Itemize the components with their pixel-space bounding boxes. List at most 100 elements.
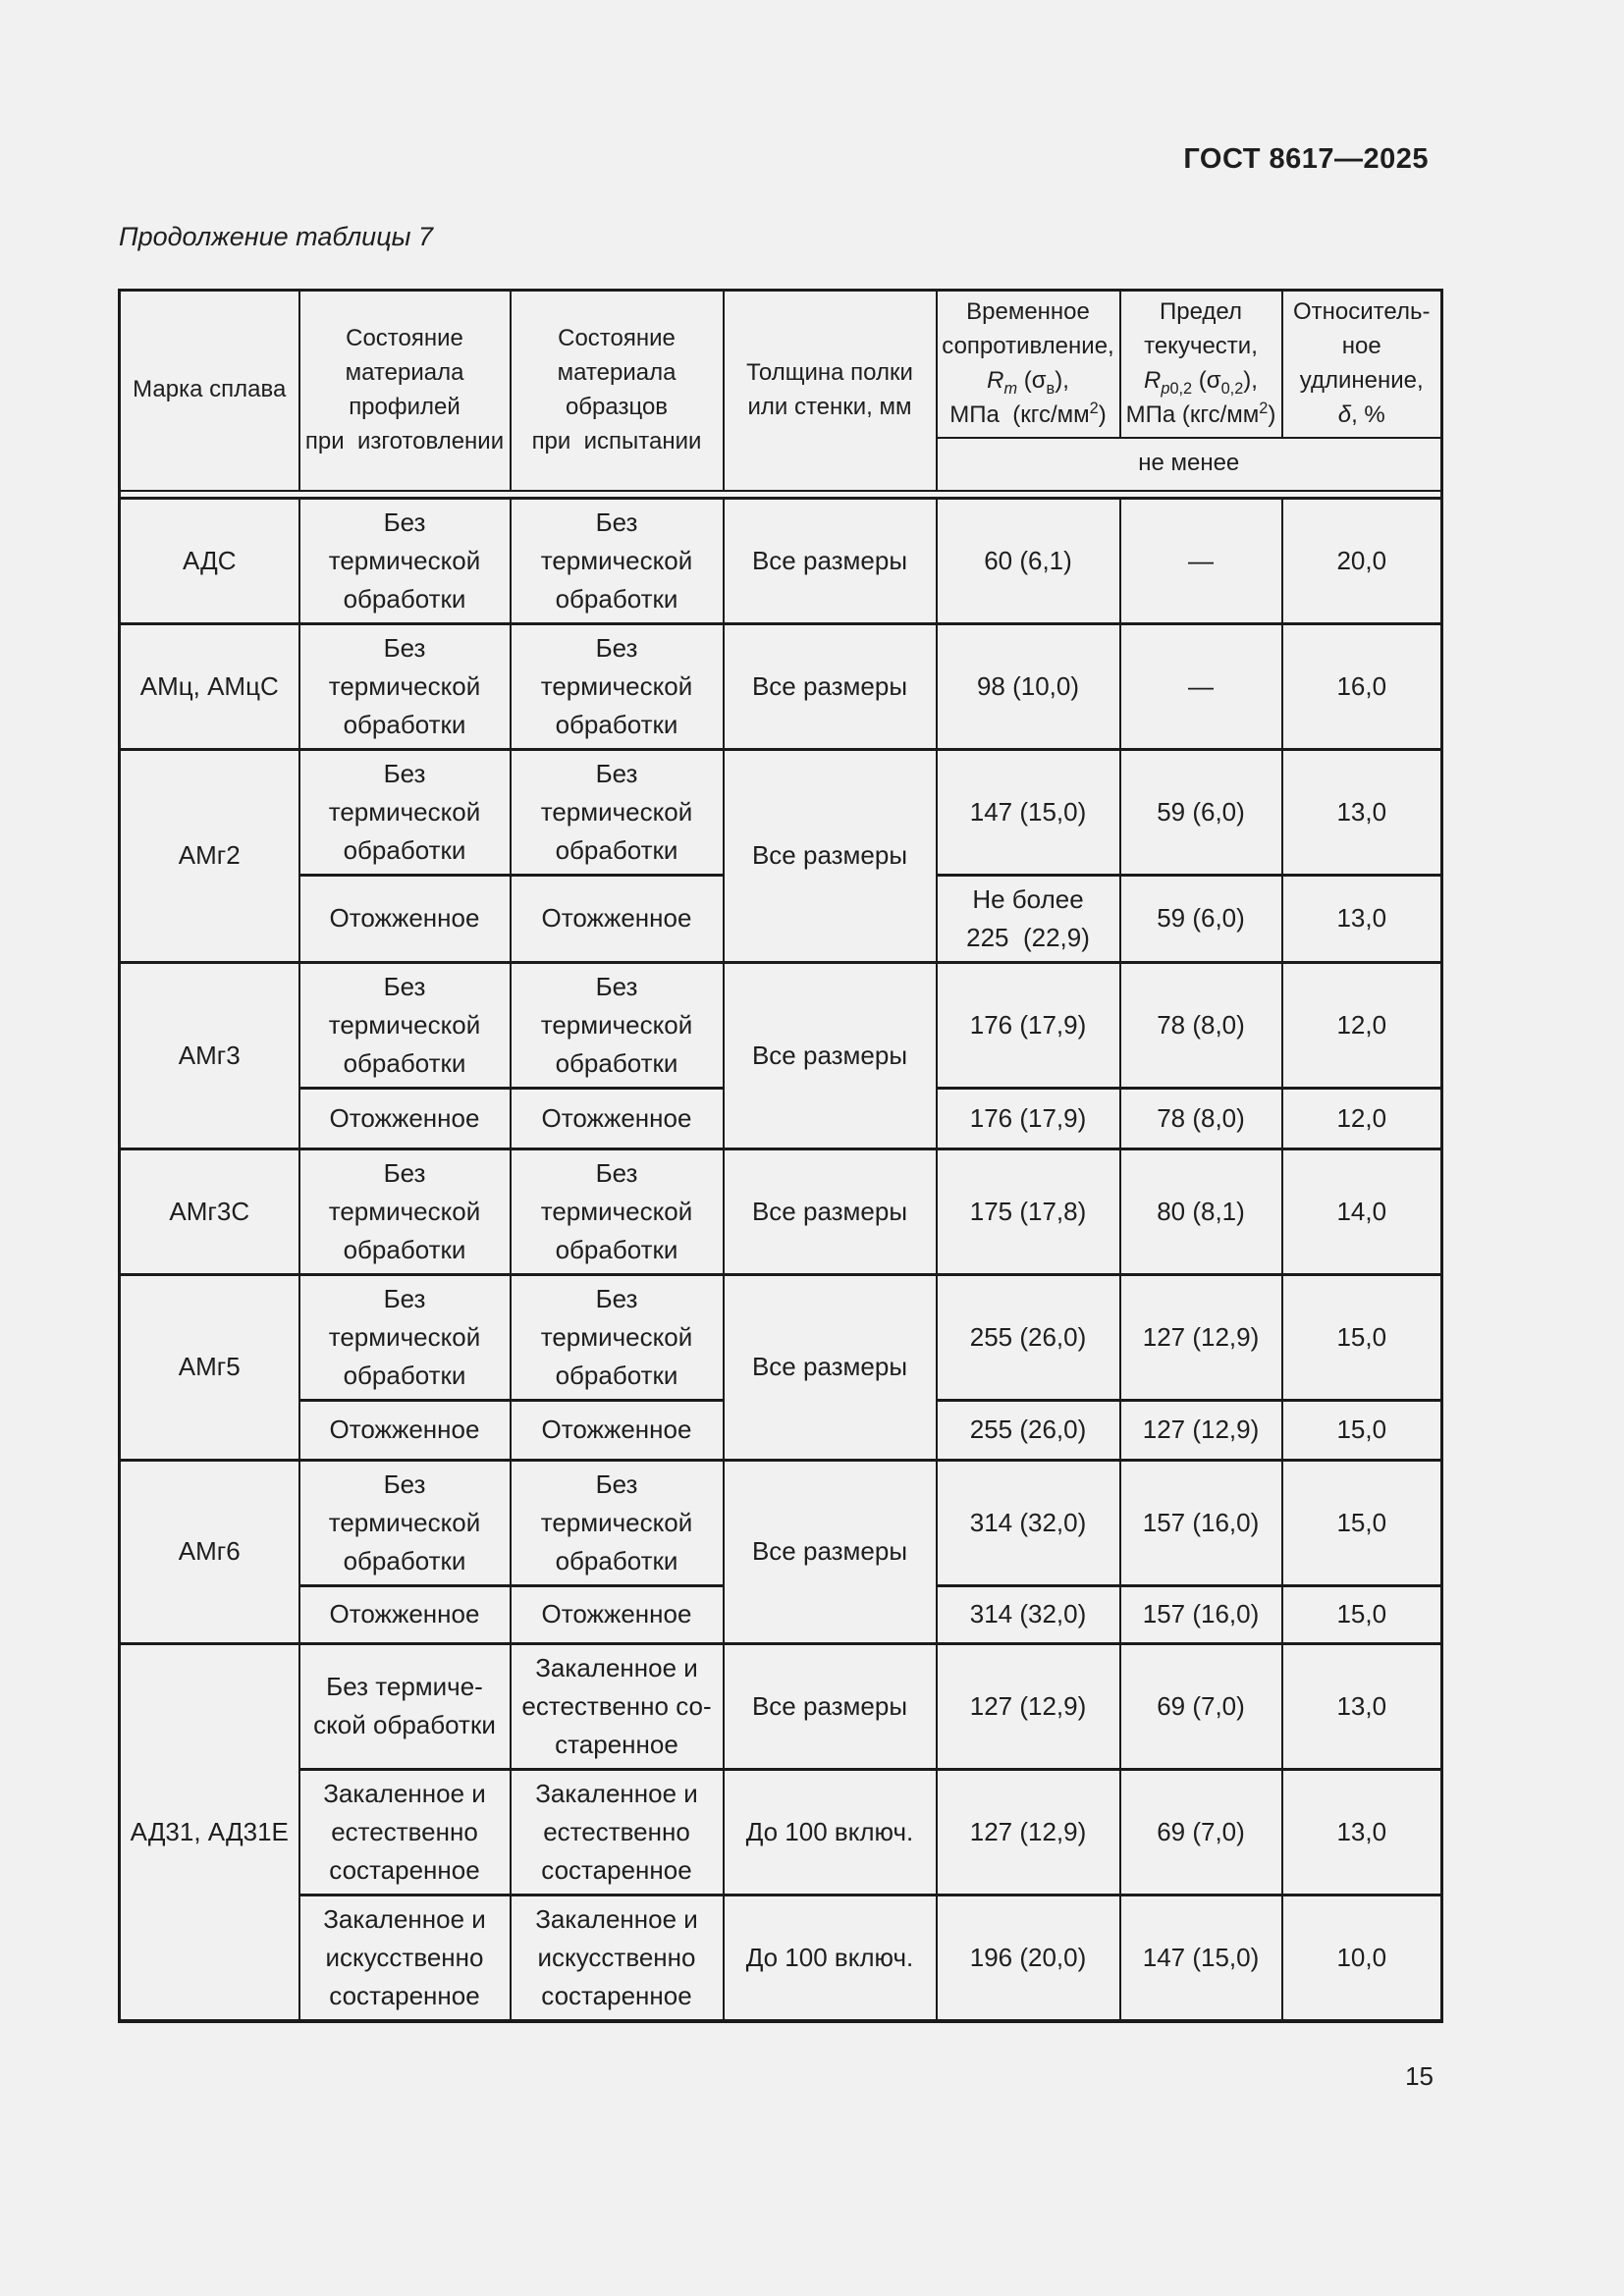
table-row: АД31, АД31Е Без термиче-ской обработки З… — [118, 1641, 1443, 2022]
cell-profile-state: Отожженное — [298, 873, 512, 964]
table-row: АДС Без термической обработки Без термическ… — [118, 496, 1443, 625]
cell-sample-state: Отожженное — [509, 1583, 725, 1645]
cell-alloy-grade: АМг3 — [118, 960, 300, 1150]
cell-alloy-grade: АМг3С — [118, 1147, 300, 1276]
cell-elongation: 15,0 — [1280, 1458, 1443, 1587]
cell-sample-state: Отожженное — [509, 1398, 725, 1462]
page-number: 15 — [1405, 2061, 1434, 2091]
header-profile-state: Состояние материала профилей при изготовлен… — [298, 289, 512, 492]
header-tensile-strength: Временное сопротивление, Rm (σв), МПа (кгс/… — [935, 289, 1121, 439]
cell-tensile: 314 (32,0) — [935, 1583, 1121, 1645]
cell-yield: — — [1118, 496, 1283, 625]
cell-yield: 147 (15,0) — [1118, 1893, 1283, 2022]
cell-elongation: 12,0 — [1280, 1086, 1443, 1150]
cell-thickness: Все размеры — [722, 1458, 938, 1645]
cell-profile-state: Без термической обработки — [298, 1272, 512, 1402]
cell-elongation: 16,0 — [1280, 621, 1443, 751]
cell-thickness: Все размеры — [722, 1641, 938, 1771]
cell-tensile: 176 (17,9) — [935, 1086, 1121, 1150]
cell-tensile: 127 (12,9) — [935, 1641, 1121, 1771]
cell-thickness: Все размеры — [722, 496, 938, 625]
cell-yield: 157 (16,0) — [1118, 1583, 1283, 1645]
table-row: АМг3С Без термической обработки Без термиче… — [118, 1147, 1443, 1276]
cell-profile-state: Без термической обработки — [298, 960, 512, 1090]
cell-tensile: 255 (26,0) — [935, 1398, 1121, 1462]
cell-tensile: 255 (26,0) — [935, 1272, 1121, 1402]
table-row: Закаленное и искусственно состаренное Зака… — [120, 1893, 1443, 2022]
cell-sample-state: Отожженное — [509, 1086, 725, 1150]
cell-profile-state: Без термической обработки — [298, 747, 512, 877]
cell-elongation: 12,0 — [1280, 960, 1443, 1090]
cell-thickness: Все размеры — [722, 621, 938, 751]
header-sample-state: Состояние материала образцов при испытании — [509, 289, 725, 492]
cell-elongation: 13,0 — [1280, 1767, 1443, 1896]
properties-table: Марка сплава Состояние материала профилей п… — [118, 289, 1443, 2023]
cell-elongation: 20,0 — [1280, 496, 1443, 625]
table-row: Отожженное Отожженное 176 (17,9) 78 (8,0… — [120, 1086, 1443, 1150]
cell-tensile: 176 (17,9) — [935, 960, 1121, 1090]
cell-alloy-grade: АДС — [118, 496, 300, 625]
cell-sample-state: Закаленное и естественно со-старенное — [509, 1641, 725, 1771]
cell-sample-state: Без термической обработки — [509, 1458, 725, 1587]
cell-profile-state: Без термиче-ской обработки — [298, 1641, 512, 1771]
gap-cell — [120, 491, 1442, 499]
table-caption: Продолжение таблицы 7 — [119, 222, 434, 251]
cell-elongation: 13,0 — [1280, 873, 1443, 964]
cell-thickness: Все размеры — [722, 1147, 938, 1276]
cell-tensile: 147 (15,0) — [935, 747, 1121, 877]
cell-profile-state: Отожженное — [298, 1583, 512, 1645]
cell-yield: 59 (6,0) — [1118, 873, 1283, 964]
cell-elongation: 15,0 — [1280, 1398, 1443, 1462]
cell-yield: 69 (7,0) — [1118, 1767, 1283, 1896]
header-yield-strength: Предел текучести, Rp0,2 (σ0,2), МПа (кгс/мм… — [1118, 289, 1283, 439]
cell-sample-state: Без термической обработки — [509, 621, 725, 751]
cell-sample-state: Закаленное и искусственно состаренное — [509, 1893, 725, 2022]
cell-sample-state: Без термической обработки — [509, 1147, 725, 1276]
cell-yield: 78 (8,0) — [1118, 960, 1283, 1090]
header-alloy-grade: Марка сплава — [118, 289, 300, 492]
cell-sample-state: Без термической обработки — [509, 747, 725, 877]
cell-sample-state: Без термической обработки — [509, 496, 725, 625]
cell-yield: 80 (8,1) — [1118, 1147, 1283, 1276]
table-row: Отожженное Отожженное Не более 225 (22,9)… — [120, 873, 1443, 964]
cell-thickness: До 100 включ. — [722, 1893, 938, 2022]
cell-thickness: До 100 включ. — [722, 1767, 938, 1896]
cell-yield: 78 (8,0) — [1118, 1086, 1283, 1150]
cell-thickness: Все размеры — [722, 960, 938, 1150]
cell-profile-state: Закаленное и естественно состаренное — [298, 1767, 512, 1896]
cell-profile-state: Без термической обработки — [298, 1147, 512, 1276]
cell-alloy-grade: АМг6 — [118, 1458, 300, 1645]
cell-yield: 127 (12,9) — [1118, 1398, 1283, 1462]
table-header-row: Марка сплава Состояние материала профилей п… — [118, 289, 1443, 492]
cell-tensile: 175 (17,8) — [935, 1147, 1121, 1276]
table-row: АМг5 Без термической обработки Без термичес… — [118, 1272, 1443, 1462]
cell-alloy-grade: АМг2 — [118, 747, 300, 964]
cell-yield: 59 (6,0) — [1118, 747, 1283, 877]
cell-alloy-grade: АД31, АД31Е — [118, 1641, 300, 2022]
cell-profile-state: Без термической обработки — [298, 1458, 512, 1587]
cell-sample-state: Без термической обработки — [509, 1272, 725, 1402]
header-thickness: Толщина полки или стенки, мм — [722, 289, 938, 492]
cell-yield: 69 (7,0) — [1118, 1641, 1283, 1771]
cell-sample-state: Без термической обработки — [509, 960, 725, 1090]
cell-profile-state: Отожженное — [298, 1398, 512, 1462]
cell-sample-state: Закаленное и естественно состаренное — [509, 1767, 725, 1896]
cell-yield: 157 (16,0) — [1118, 1458, 1283, 1587]
cell-tensile: 98 (10,0) — [935, 621, 1121, 751]
table-container: Марка сплава Состояние материала профилей п… — [118, 289, 1443, 2023]
cell-tensile: Не более 225 (22,9) — [935, 873, 1121, 964]
header-elongation: Относитель-ное удлинение, δ, % — [1280, 289, 1443, 439]
cell-yield: 127 (12,9) — [1118, 1272, 1283, 1402]
cell-elongation: 13,0 — [1280, 1641, 1443, 1771]
cell-profile-state: Отожженное — [298, 1086, 512, 1150]
cell-tensile: 314 (32,0) — [935, 1458, 1121, 1587]
header-not-less: не менее — [935, 436, 1443, 492]
cell-elongation: 15,0 — [1280, 1272, 1443, 1402]
table-subheader-row: не менее — [120, 436, 1443, 492]
cell-elongation: 10,0 — [1280, 1893, 1443, 2022]
cell-thickness: Все размеры — [722, 1272, 938, 1462]
cell-profile-state: Без термической обработки — [298, 496, 512, 625]
table-row: Закаленное и естественно состаренное Закал… — [120, 1767, 1443, 1896]
cell-elongation: 15,0 — [1280, 1583, 1443, 1645]
